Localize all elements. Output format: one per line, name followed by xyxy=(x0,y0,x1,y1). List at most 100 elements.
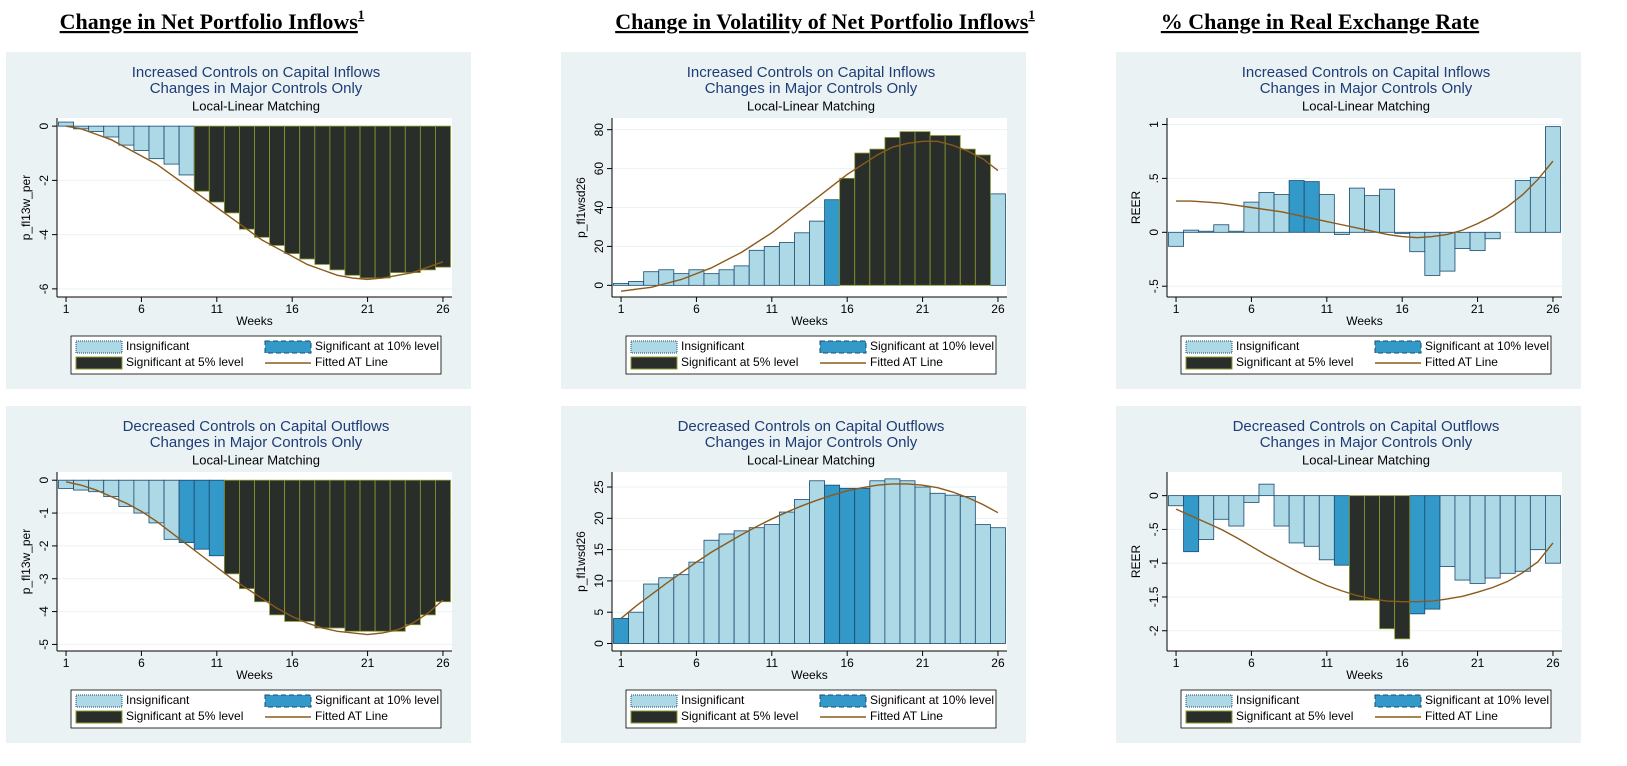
bar xyxy=(1424,495,1441,610)
legend-label: Significant at 5% level xyxy=(681,709,798,723)
x-tick-label: 16 xyxy=(1396,302,1410,316)
x-tick-label: 26 xyxy=(991,656,1005,670)
bar xyxy=(239,479,255,589)
y-tick-label: -4 xyxy=(37,606,51,617)
bar xyxy=(103,125,120,138)
legend-swatch xyxy=(1374,694,1422,708)
bar xyxy=(718,533,735,644)
bar xyxy=(1228,495,1245,527)
x-tick-label: 21 xyxy=(361,656,375,670)
fitted-line xyxy=(65,125,444,281)
legend-swatch xyxy=(75,356,123,370)
header-superscript: 1 xyxy=(358,7,365,22)
bar xyxy=(839,487,856,644)
bar xyxy=(1469,495,1486,584)
y-axis-label: p_fl1wsd26 xyxy=(574,531,588,592)
bar xyxy=(269,479,286,616)
x-tick-label: 11 xyxy=(211,656,224,670)
bar xyxy=(1514,495,1531,572)
legend-swatch xyxy=(75,694,123,708)
chart-subtitle: Changes in Major Controls Only xyxy=(150,80,363,97)
x-tick-label: 21 xyxy=(916,302,930,316)
legend-swatch xyxy=(630,340,678,354)
y-axis-label: REER xyxy=(1129,544,1143,578)
bar xyxy=(1228,230,1245,233)
bar xyxy=(914,131,931,286)
bar xyxy=(163,125,180,165)
legend-box xyxy=(70,335,442,375)
bar xyxy=(359,479,376,632)
bar xyxy=(1333,495,1350,566)
y-tick-label: 15 xyxy=(592,543,606,557)
chart-panel: Decreased Controls on Capital OutflowsCh… xyxy=(1116,406,1581,743)
bar xyxy=(628,611,645,644)
x-tick-label: 16 xyxy=(286,302,300,316)
legend-label: Fitted AT Line xyxy=(315,355,388,369)
y-tick-label: -3 xyxy=(37,573,51,584)
bar xyxy=(718,269,735,286)
y-tick-label: 0 xyxy=(592,640,606,647)
chart-subtitle: Changes in Major Controls Only xyxy=(1260,434,1473,451)
y-tick-label: -1.5 xyxy=(1147,586,1161,607)
chart-caption: Local-Linear Matching xyxy=(192,452,320,467)
x-tick-label: 1 xyxy=(1173,656,1180,670)
bar xyxy=(1439,231,1456,272)
x-tick-label: 16 xyxy=(841,302,855,316)
legend-label: Fitted AT Line xyxy=(315,709,388,723)
y-tick-label: -5 xyxy=(37,639,51,650)
bar xyxy=(1168,231,1184,247)
bar xyxy=(1454,495,1471,581)
y-tick-label: 80 xyxy=(592,123,606,137)
y-tick-label: 0 xyxy=(37,477,51,484)
bar xyxy=(1183,495,1200,553)
y-tick-label: -.5 xyxy=(1147,279,1161,293)
y-axis-label: p_fl13w_per xyxy=(19,175,33,240)
bar xyxy=(1243,495,1260,503)
y-axis-label: p_fl13w_per xyxy=(19,529,33,594)
bar xyxy=(733,530,750,644)
bar xyxy=(643,583,660,644)
chart-subtitle: Changes in Major Controls Only xyxy=(705,80,918,97)
y-tick-label: -4 xyxy=(37,229,51,240)
bar xyxy=(1273,495,1290,527)
bar xyxy=(794,499,810,644)
bar xyxy=(1183,229,1200,233)
x-tick-label: 26 xyxy=(991,302,1005,316)
bar xyxy=(1303,181,1320,233)
legend-label: Fitted AT Line xyxy=(1425,355,1498,369)
chart-panel: Increased Controls on Capital InflowsCha… xyxy=(6,52,471,389)
x-tick-label: 11 xyxy=(211,302,224,316)
chart-caption: Local-Linear Matching xyxy=(1302,98,1430,113)
bar xyxy=(869,480,886,644)
legend-label: Insignificant xyxy=(126,693,190,707)
bar xyxy=(1379,188,1396,233)
bar xyxy=(1213,495,1230,520)
bar xyxy=(419,479,436,616)
legend-label: Significant at 5% level xyxy=(681,355,798,369)
bar xyxy=(374,479,391,632)
bar xyxy=(763,524,780,644)
x-tick-label: 16 xyxy=(1396,656,1410,670)
x-tick-label: 1 xyxy=(618,656,625,670)
bar xyxy=(688,561,705,644)
bar xyxy=(824,199,841,286)
x-tick-label: 11 xyxy=(1321,302,1334,316)
legend-label: Insignificant xyxy=(1236,693,1300,707)
bar xyxy=(854,487,871,644)
bar xyxy=(284,479,301,622)
bar xyxy=(824,484,841,644)
column-header: Change in Volatility of Net Portfolio In… xyxy=(615,7,1035,34)
bar xyxy=(178,479,195,544)
bar xyxy=(944,494,961,644)
bar xyxy=(419,125,436,271)
bar xyxy=(133,125,150,151)
y-tick-label: 5 xyxy=(592,609,606,616)
bar xyxy=(344,479,361,632)
x-tick-label: 11 xyxy=(1321,656,1334,670)
legend-box xyxy=(70,689,442,729)
bar xyxy=(239,125,255,230)
x-tick-label: 16 xyxy=(841,656,855,670)
legend-swatch xyxy=(264,340,312,354)
bar xyxy=(58,479,74,489)
legend-label: Significant at 10% level xyxy=(1425,693,1549,707)
